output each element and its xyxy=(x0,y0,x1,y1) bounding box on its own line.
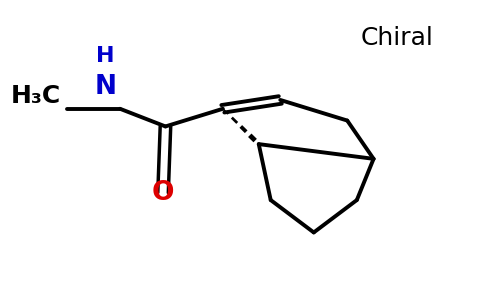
Text: H: H xyxy=(96,46,115,66)
Text: Chiral: Chiral xyxy=(361,26,434,50)
Text: O: O xyxy=(152,180,174,206)
Text: N: N xyxy=(95,74,117,100)
Text: H₃C: H₃C xyxy=(11,83,61,107)
